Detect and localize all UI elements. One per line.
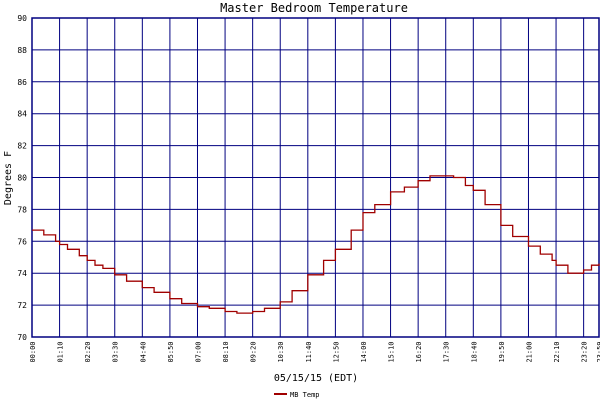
x-tick-label: 23:20 — [581, 341, 589, 362]
y-tick-label: 88 — [17, 46, 27, 55]
x-tick-label: 14:00 — [360, 341, 368, 362]
chart-title: Master Bedroom Temperature — [220, 1, 408, 15]
series-group — [32, 175, 600, 314]
y-tick-label: 86 — [17, 78, 27, 87]
x-tick-label: 07:00 — [194, 341, 202, 362]
y-tick-label: 72 — [17, 301, 27, 310]
x-tick-label: 15:10 — [388, 341, 396, 362]
x-tick-label: 08:10 — [222, 341, 230, 362]
grid-group — [31, 17, 600, 338]
x-tick-label: 19:50 — [498, 341, 506, 362]
x-tick-label: 02:20 — [84, 341, 92, 362]
y-tick-label: 78 — [17, 205, 27, 214]
x-tick-label: 16:20 — [415, 341, 423, 362]
x-tick-label: 03:30 — [112, 341, 120, 362]
x-tick-label: 17:30 — [443, 341, 451, 362]
x-tick-label: 10:30 — [277, 341, 285, 362]
y-tick-labels: 70 72 74 76 78 80 82 84 86 88 90 — [17, 14, 27, 342]
x-tick-label: 05:50 — [167, 341, 175, 362]
legend: MB Temp — [274, 391, 320, 399]
x-axis-label: 05/15/15 (EDT) — [274, 373, 358, 384]
x-tick-label: 12:50 — [332, 341, 340, 362]
y-tick-label: 70 — [17, 333, 27, 342]
x-tick-label: 11:40 — [305, 341, 313, 362]
y-tick-label: 82 — [17, 142, 27, 151]
x-tick-label: 01:10 — [57, 341, 65, 362]
y-tick-label: 84 — [17, 110, 27, 119]
x-tick-label: 04:40 — [139, 341, 147, 362]
x-tick-label: 09:20 — [250, 341, 258, 362]
y-tick-label: 74 — [17, 269, 27, 278]
y-tick-label: 76 — [17, 237, 27, 246]
legend-label: MB Temp — [290, 391, 320, 399]
y-axis-label: Degrees F — [3, 151, 14, 205]
y-tick-label: 90 — [17, 14, 27, 23]
y-tick-label: 80 — [17, 174, 27, 183]
x-tick-labels: 00:00 01:10 02:20 03:30 04:40 05:50 07:00 08:10… — [29, 341, 600, 362]
x-tick-label: 18:40 — [470, 341, 478, 362]
x-tick-label: 21:00 — [525, 341, 533, 362]
x-tick-label: 00:00 — [29, 341, 37, 362]
x-tick-label: 23:59 — [596, 341, 600, 362]
series-line-mb-temp — [32, 175, 600, 314]
x-tick-label: 22:10 — [553, 341, 561, 362]
